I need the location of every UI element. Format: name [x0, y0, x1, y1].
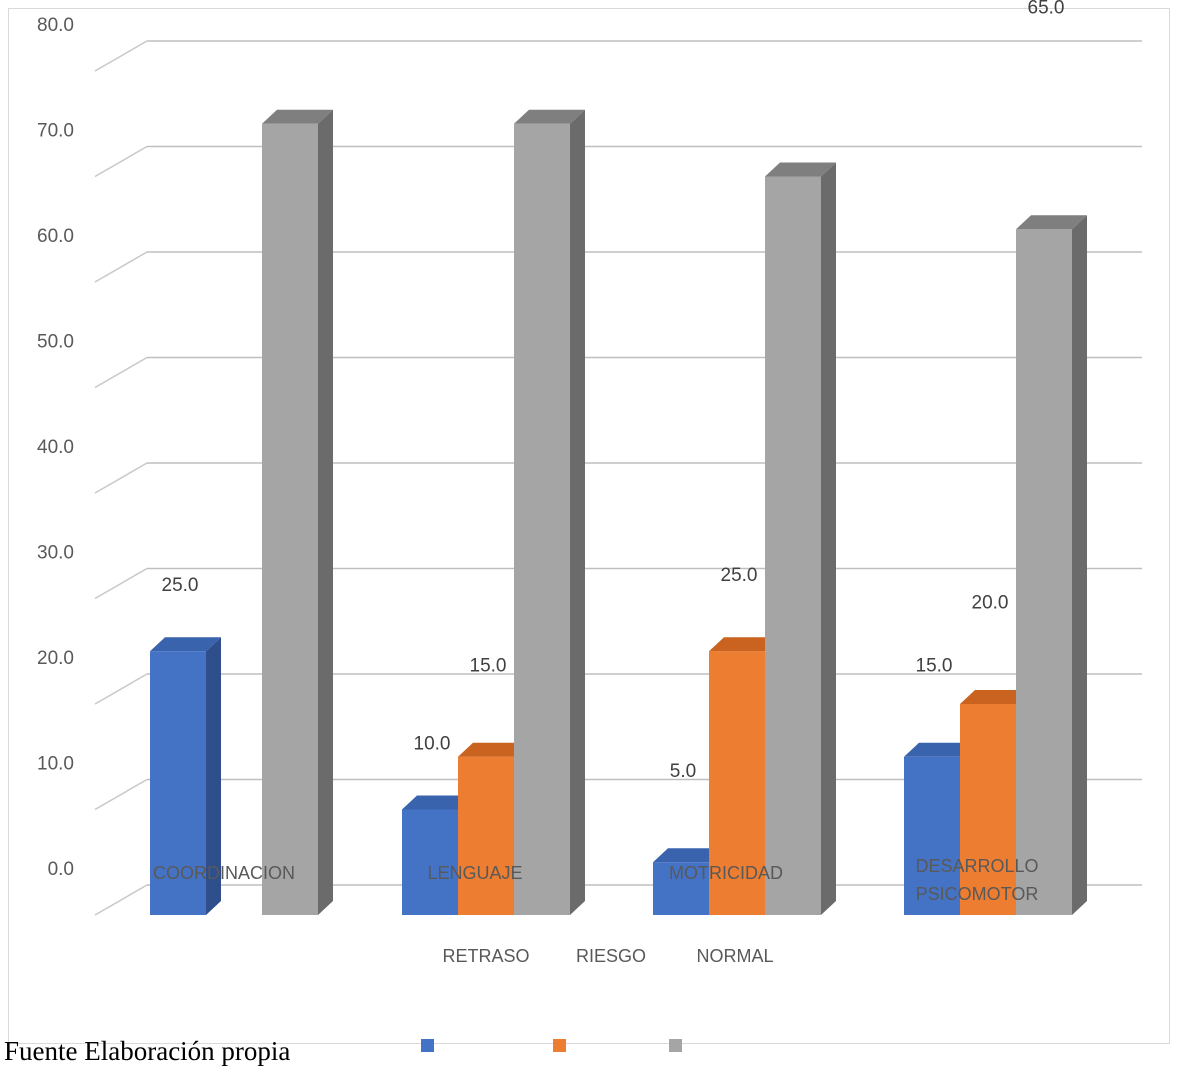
- gridline-depth: [94, 145, 148, 178]
- category-label: COORDINACION: [153, 863, 295, 883]
- bar-side: [318, 109, 333, 915]
- bar-top: [402, 795, 473, 810]
- gridline-depth: [94, 884, 148, 916]
- bar: [960, 704, 1016, 915]
- bar: [653, 862, 709, 915]
- bar-side: [206, 637, 221, 915]
- data-label: 25.0: [162, 575, 199, 596]
- data-label: 15.0: [470, 655, 507, 676]
- legend-swatch: [553, 1039, 566, 1052]
- bar: [402, 809, 458, 915]
- gridline-depth: [94, 356, 148, 389]
- category-label: DESARROLLO: [915, 856, 1038, 876]
- y-tick-label: 80.0: [37, 15, 74, 36]
- category-label: MOTRICIDAD: [669, 863, 783, 883]
- bar-top: [904, 742, 975, 757]
- bar-top: [458, 742, 529, 757]
- bar-top: [514, 109, 585, 124]
- gridline-depth: [94, 567, 148, 600]
- gridline-depth: [94, 251, 148, 283]
- bar-top: [653, 848, 724, 863]
- y-tick-label: 60.0: [37, 226, 74, 247]
- gridline-depth: [94, 778, 148, 811]
- data-label: 15.0: [916, 655, 953, 676]
- y-tick-label: 40.0: [37, 437, 74, 458]
- legend-label: RETRASO: [442, 946, 529, 966]
- bar-top: [960, 690, 1031, 704]
- bar: [514, 123, 570, 915]
- source-note: Fuente Elaboración propia: [4, 1036, 291, 1066]
- bar-side: [570, 109, 585, 915]
- bar: [709, 651, 765, 915]
- bar: [150, 651, 206, 915]
- legend-label: RIESGO: [576, 946, 646, 966]
- legend-swatch: [421, 1039, 434, 1052]
- bar-top: [150, 637, 221, 652]
- bar-side: [1072, 215, 1087, 915]
- data-label: 5.0: [670, 761, 696, 782]
- gridline-depth: [94, 462, 148, 494]
- y-tick-label: 70.0: [37, 121, 74, 142]
- category-label: PSICOMOTOR: [916, 884, 1039, 904]
- bar-top: [765, 162, 836, 177]
- data-label: 10.0: [414, 733, 451, 754]
- gridline-depth: [94, 673, 148, 705]
- y-tick-label: 30.0: [37, 543, 74, 564]
- bar-top: [262, 109, 333, 124]
- bar-side: [821, 162, 836, 915]
- bar-top: [1016, 215, 1087, 230]
- bar-top: [709, 637, 780, 652]
- data-label: 65.0: [1028, 0, 1065, 18]
- bar: [458, 756, 514, 915]
- gridline-depth: [94, 40, 148, 72]
- legend-swatch: [669, 1039, 682, 1052]
- bar: [904, 756, 960, 915]
- y-tick-label: 0.0: [48, 859, 74, 880]
- category-label: LENGUAJE: [427, 863, 522, 883]
- y-tick-label: 50.0: [37, 332, 74, 353]
- bar: [765, 176, 821, 915]
- y-tick-label: 20.0: [37, 648, 74, 669]
- bar: [1016, 229, 1072, 915]
- legend-label: NORMAL: [696, 946, 773, 966]
- y-tick-label: 10.0: [37, 754, 74, 775]
- bar: [262, 123, 318, 915]
- data-label: 20.0: [972, 593, 1009, 614]
- data-label: 25.0: [721, 565, 758, 586]
